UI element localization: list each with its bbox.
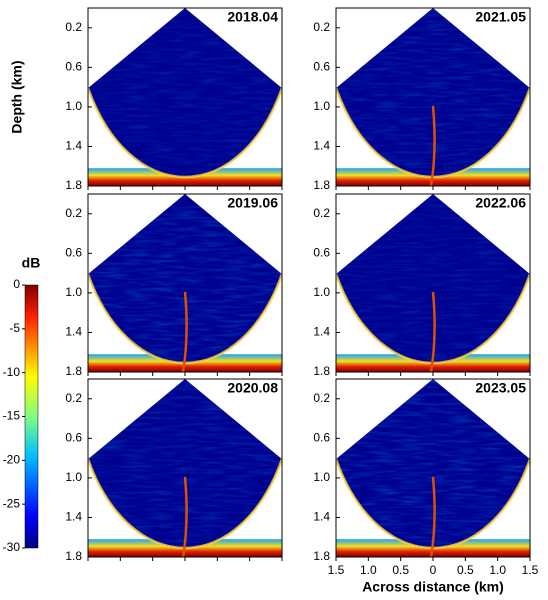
y-tick-label: 0.6 [65,60,82,74]
y-axis-label: Depth (km) [9,60,25,133]
x-tick-label: 1.5 [522,563,539,577]
y-tick-label: 0.6 [313,431,330,445]
panel-image [336,8,530,186]
panel: 2023.050.20.61.01.41.81.5 1.0 0.5 0 0.5 1.0 1.… [313,378,539,577]
y-tick-label: 0.2 [65,391,82,405]
y-tick-label: 0.6 [65,431,82,445]
y-tick-label: 0.2 [313,391,330,405]
y-tick-label: 1.8 [65,178,82,192]
y-tick-label: 0.2 [65,20,82,34]
y-tick-label: 1.4 [313,325,330,339]
x-tick-label: 1.0 [360,563,377,577]
panel: 2020.08 0.2 0.6 1.0 1.4 1.8 [65,378,283,563]
tether [181,291,188,372]
y-tick-label: 1.0 [313,285,330,299]
colorbar-tick-label: -10 [3,365,21,379]
colorbar [24,284,39,549]
tether [181,476,188,557]
panel: 2021.05 0.2 0.6 1.0 1.4 1.8 [313,7,531,192]
panel: 2018.04 0.2 0.6 1.0 1.4 1.8 [65,7,283,192]
colorbar-tick-label: 0 [13,277,20,291]
panel-image [88,379,282,557]
colorbar-tick-label: -15 [3,409,21,423]
y-tick-label: 1.0 [65,470,82,484]
tether [429,476,436,557]
y-tick-label: 0.2 [65,206,82,220]
x-tick-label: 1.0 [489,563,506,577]
y-tick-label: 1.8 [313,364,330,378]
colorbar-label: dB [22,255,41,271]
y-tick-label: 0.6 [65,246,82,260]
panel-image [88,194,282,372]
tether [429,291,436,372]
y-tick-label: 1.4 [313,139,330,153]
panel-title: 2020.08 [227,380,278,396]
y-tick-label: 1.4 [65,139,82,153]
colorbar-tick-label: -25 [3,496,21,510]
panel: 2022.06 0.2 0.6 1.0 1.4 1.8 [313,193,531,378]
x-tick-label: 0 [430,563,437,577]
y-tick-label: 1.8 [313,549,330,563]
y-tick-label: 1.0 [313,470,330,484]
panel-title: 2022.06 [475,195,526,211]
colorbar-tick-label: -5 [9,321,20,335]
x-tick-label: 0.5 [457,563,474,577]
y-tick-label: 1.0 [313,99,330,113]
y-tick-label: 1.4 [313,510,330,524]
y-tick-label: 0.2 [313,20,330,34]
x-tick-label: 0.5 [392,563,409,577]
panel-image [88,8,282,186]
y-tick-label: 1.8 [313,178,330,192]
panel-title: 2018.04 [227,9,278,25]
panel-title: 2021.05 [475,9,526,25]
y-tick-label: 1.4 [65,510,82,524]
panel-image [336,379,530,557]
panel-image [336,194,530,372]
y-tick-label: 1.8 [65,549,82,563]
fan-rim [88,87,282,179]
y-tick-label: 0.6 [313,60,330,74]
y-tick-label: 1.8 [65,364,82,378]
y-tick-label: 1.0 [65,99,82,113]
tether [429,105,436,186]
panel: 2019.06 0.2 0.6 1.0 1.4 1.8 [65,193,283,378]
fan-texture [88,8,282,177]
panel-title: 2023.05 [475,380,526,396]
y-tick-label: 0.2 [313,206,330,220]
speckle [88,8,282,177]
colorbar-tick-label: -20 [3,453,21,467]
y-tick-label: 1.0 [65,285,82,299]
colorbar-tick-label: -30 [3,540,21,554]
x-axis-label: Across distance (km) [362,579,504,595]
y-tick-label: 0.6 [313,246,330,260]
x-tick-label: 1.5 [328,563,345,577]
y-tick-label: 1.4 [65,325,82,339]
panel-title: 2019.06 [227,195,278,211]
